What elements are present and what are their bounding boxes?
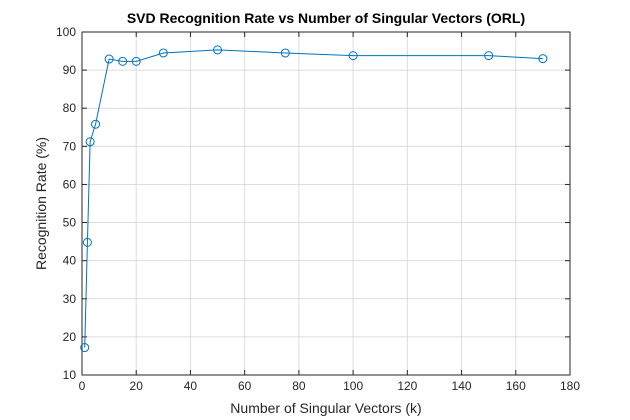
x-tick-label: 20 bbox=[130, 379, 144, 393]
x-tick-label: 40 bbox=[184, 379, 198, 393]
x-tick-label: 100 bbox=[343, 379, 363, 393]
y-tick-label: 50 bbox=[63, 216, 77, 230]
data-point-marker bbox=[213, 45, 223, 55]
data-point-marker bbox=[158, 48, 168, 58]
y-tick-label: 90 bbox=[63, 63, 77, 77]
data-point-marker bbox=[118, 56, 128, 66]
y-tick-label: 100 bbox=[56, 25, 76, 39]
data-point-marker bbox=[91, 119, 101, 129]
x-tick-label: 160 bbox=[506, 379, 526, 393]
y-tick-label: 20 bbox=[63, 330, 77, 344]
data-point-marker bbox=[104, 54, 114, 64]
data-point-marker bbox=[85, 137, 95, 147]
data-point-marker bbox=[80, 343, 90, 353]
x-tick-label: 0 bbox=[79, 379, 86, 393]
x-tick-label: 80 bbox=[292, 379, 306, 393]
x-tick-label: 180 bbox=[560, 379, 580, 393]
series-layer bbox=[80, 45, 548, 353]
y-tick-label: 80 bbox=[63, 101, 77, 115]
x-tick-label: 140 bbox=[452, 379, 472, 393]
data-point-marker bbox=[484, 51, 494, 61]
series-line bbox=[84, 49, 543, 348]
y-axis-label: Recognition Rate (%) bbox=[33, 137, 49, 270]
axis-ticks: 0 20 40 60 80 100 120 140 160 180 10 20 30 40 50 60 70 80… bbox=[56, 25, 580, 393]
y-tick-label: 70 bbox=[63, 139, 77, 153]
x-tick-label: 120 bbox=[397, 379, 417, 393]
data-point-marker bbox=[82, 237, 92, 247]
x-tick-label: 60 bbox=[238, 379, 252, 393]
plot-area-frame bbox=[81, 31, 571, 376]
data-point-marker bbox=[348, 51, 358, 61]
grid bbox=[82, 32, 570, 375]
y-tick-label: 30 bbox=[63, 292, 77, 306]
y-tick-label: 40 bbox=[63, 254, 77, 268]
data-point-marker bbox=[131, 56, 141, 66]
chart-title: SVD Recognition Rate vs Number of Singul… bbox=[127, 10, 525, 26]
y-tick-label: 10 bbox=[63, 368, 77, 382]
data-point-marker bbox=[280, 48, 290, 58]
x-axis-label: Number of Singular Vectors (k) bbox=[230, 400, 421, 416]
y-tick-label: 60 bbox=[63, 177, 77, 191]
data-point-marker bbox=[538, 54, 548, 64]
